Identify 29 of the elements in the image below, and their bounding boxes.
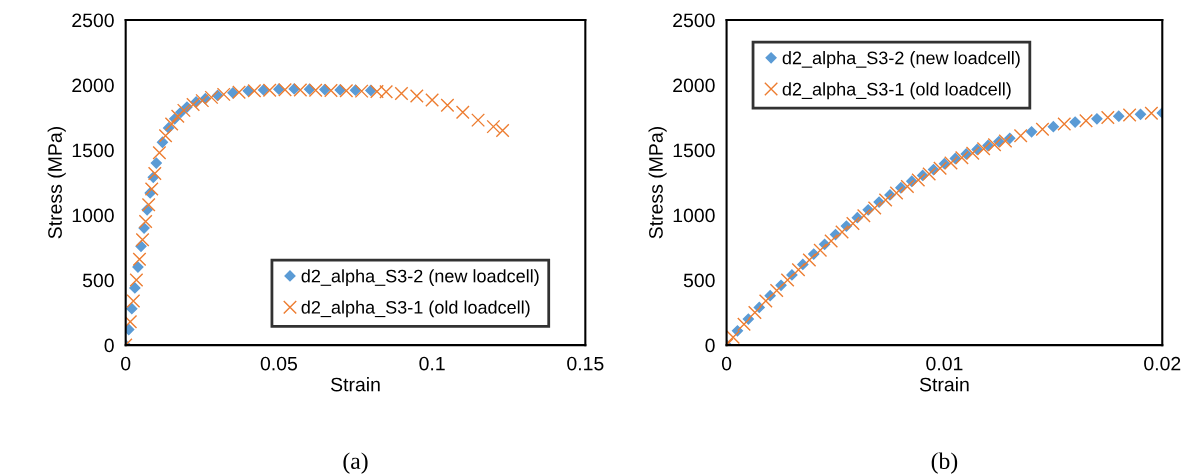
- y-axis-title: Stress (MPa): [47, 127, 66, 239]
- y-tick-label: 1000: [72, 208, 114, 223]
- y-tick-label: 0: [705, 338, 715, 353]
- x-tick-label: 0.05: [260, 356, 298, 371]
- x-tick-label: 0.1: [419, 356, 445, 371]
- y-tick-label: 500: [683, 273, 715, 288]
- y-axis-title: Stress (MPa): [648, 127, 667, 239]
- y-tick-label: 2500: [673, 13, 715, 28]
- legend-label: d2_alpha_S3-2 (new loadcell): [301, 269, 539, 287]
- x-tick-label: 0: [721, 356, 732, 371]
- x-axis-title: Strain: [331, 377, 380, 392]
- y-tick-label: 1000: [673, 208, 715, 223]
- legend-label: d2_alpha_S3-2 (new loadcell): [782, 51, 1020, 68]
- y-tick-label: 1500: [72, 143, 114, 158]
- x-tick-label: 0: [121, 356, 131, 371]
- x-tick-label: 0.15: [567, 356, 604, 371]
- legend-label: d2_alpha_S3-1 (old loadcell): [301, 300, 530, 318]
- y-tick-label: 2000: [673, 78, 715, 93]
- text: (b): [931, 452, 958, 474]
- y-tick-label: 2000: [72, 78, 114, 93]
- legend-label: d2_alpha_S3-1 (old loadcell): [782, 82, 1011, 100]
- y-tick-label: 1500: [673, 143, 715, 158]
- text: (a): [343, 452, 368, 474]
- y-tick-label: 500: [82, 273, 114, 288]
- x-axis-title: Strain: [919, 377, 969, 392]
- x-tick-label: 0.01: [926, 356, 963, 371]
- y-tick-label: 0: [104, 338, 114, 353]
- x-tick-label: 0.02: [1144, 356, 1181, 371]
- y-tick-label: 2500: [72, 13, 114, 28]
